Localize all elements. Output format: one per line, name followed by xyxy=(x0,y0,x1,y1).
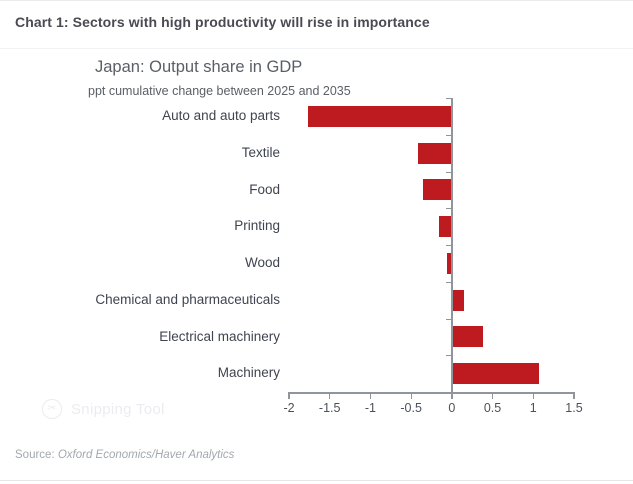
category-label-food: Food xyxy=(249,181,280,197)
bar-printing xyxy=(438,216,452,238)
category-label-machinery: Machinery xyxy=(217,365,280,381)
source-note: Source: Oxford Economics/Haver Analytics xyxy=(15,449,234,461)
category-label-textile: Textile xyxy=(241,144,280,160)
category-label-electrical-machinery: Electrical machinery xyxy=(159,328,280,344)
bar-chemical-and-pharmaceuticals xyxy=(452,289,465,311)
bar-auto-and-auto-parts xyxy=(307,105,452,127)
x-tick-label--0.5: -0.5 xyxy=(400,401,422,415)
x-tick-label--1: -1 xyxy=(364,401,376,415)
page-title: Chart 1: Sectors with high productivity … xyxy=(15,14,430,30)
x-tick-label-1: 1 xyxy=(529,401,537,415)
x-axis-tick xyxy=(491,392,494,399)
y-axis-tick xyxy=(446,245,452,247)
top-border xyxy=(0,0,633,1)
chart-title: Japan: Output share in GDP xyxy=(95,58,303,76)
category-label-printing: Printing xyxy=(234,218,280,234)
bottom-border xyxy=(0,480,633,481)
y-axis-tick xyxy=(446,134,452,136)
category-label-auto-and-auto-parts: Auto and auto parts xyxy=(162,108,280,123)
y-axis-tick xyxy=(446,208,452,210)
bar-electrical-machinery xyxy=(452,326,483,348)
source-label: Source: xyxy=(15,449,58,461)
source-text: Oxford Economics/Haver Analytics xyxy=(57,449,235,461)
x-axis-tick xyxy=(410,392,412,399)
x-tick-label-0.5: 0.5 xyxy=(483,401,502,415)
x-tick-label-1.5: 1.5 xyxy=(565,401,583,415)
y-axis-tick xyxy=(446,355,452,357)
x-axis-tick xyxy=(288,392,290,399)
x-axis-tick xyxy=(369,392,372,399)
x-axis-tick xyxy=(573,392,575,399)
bar-food xyxy=(422,179,452,201)
chart-subtitle: ppt cumulative change between 2025 and 2… xyxy=(88,84,351,98)
x-tick-label--2: -2 xyxy=(283,401,295,415)
y-axis-tick xyxy=(446,171,452,173)
x-axis-tick xyxy=(532,392,534,399)
category-label-chemical-and-pharmaceuticals: Chemical and pharmaceuticals xyxy=(95,291,280,307)
y-axis-line xyxy=(451,98,453,392)
bar-textile xyxy=(417,142,452,164)
bar-wood xyxy=(446,252,452,274)
y-axis-tick xyxy=(446,318,452,320)
x-tick-label--1.5: -1.5 xyxy=(318,401,341,415)
category-label-wood: Wood xyxy=(244,255,280,270)
header-divider xyxy=(0,48,633,49)
y-axis-tick xyxy=(446,98,452,100)
x-axis-tick xyxy=(329,392,331,399)
y-axis-tick xyxy=(446,281,452,283)
x-axis-line xyxy=(289,392,575,394)
x-tick-label-0: 0 xyxy=(448,401,456,415)
bar-machinery xyxy=(452,363,540,385)
x-axis-tick xyxy=(451,392,453,399)
